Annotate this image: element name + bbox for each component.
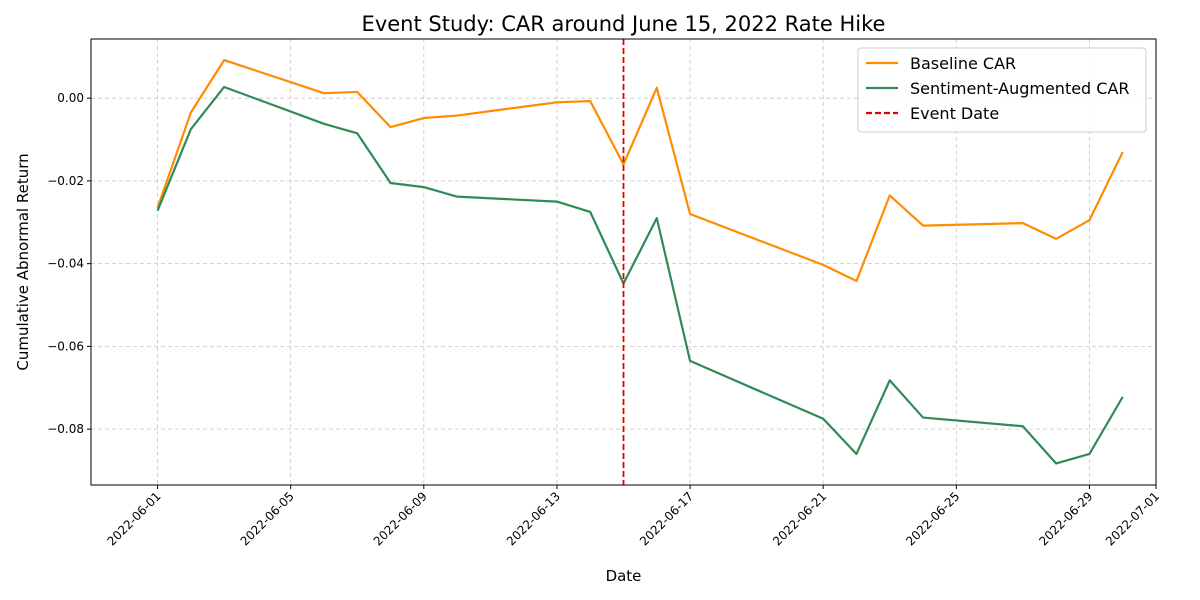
legend-label-1: Sentiment-Augmented CAR	[910, 79, 1130, 98]
x-tick-label: 2022-06-29	[1036, 489, 1095, 548]
y-tick-label: 0.00	[57, 91, 84, 105]
y-axis-title: Cumulative Abnormal Return	[14, 153, 32, 370]
y-tick-label: −0.04	[47, 257, 84, 271]
legend-label-0: Baseline CAR	[910, 54, 1016, 73]
x-tick-label: 2022-06-21	[770, 489, 829, 548]
y-tick-label: −0.08	[47, 422, 84, 436]
series-line-1	[156, 85, 1124, 465]
legend-label-2: Event Date	[910, 104, 999, 123]
x-axis: 2022-06-01 2022-06-05 2022-06-09 2022-06-13…	[104, 485, 1162, 548]
chart-title: Event Study: CAR around June 15, 2022 Ra…	[362, 12, 886, 36]
y-axis: 0.00 −0.02 −0.04 −0.06 −0.08	[47, 91, 91, 436]
x-tick-label: 2022-06-09	[371, 489, 430, 548]
plot-frame	[90, 38, 1157, 486]
x-tick-label: 2022-06-25	[903, 489, 962, 548]
y-tick-label: −0.02	[47, 174, 84, 188]
x-tick-label: 2022-06-17	[637, 489, 696, 548]
x-axis-title: Date	[606, 567, 642, 585]
legend: Baseline CAR Sentiment-Augmented CAR Event…	[857, 47, 1147, 133]
y-tick-label: −0.06	[47, 339, 84, 353]
x-tick-label: 2022-06-01	[104, 489, 163, 548]
x-tick-label: 2022-06-05	[238, 489, 297, 548]
series-line-0	[156, 58, 1124, 283]
x-tick-label: 2022-06-13	[504, 489, 563, 548]
x-tick-label: 2022-07-01	[1103, 489, 1162, 548]
legend-box	[857, 47, 1147, 133]
